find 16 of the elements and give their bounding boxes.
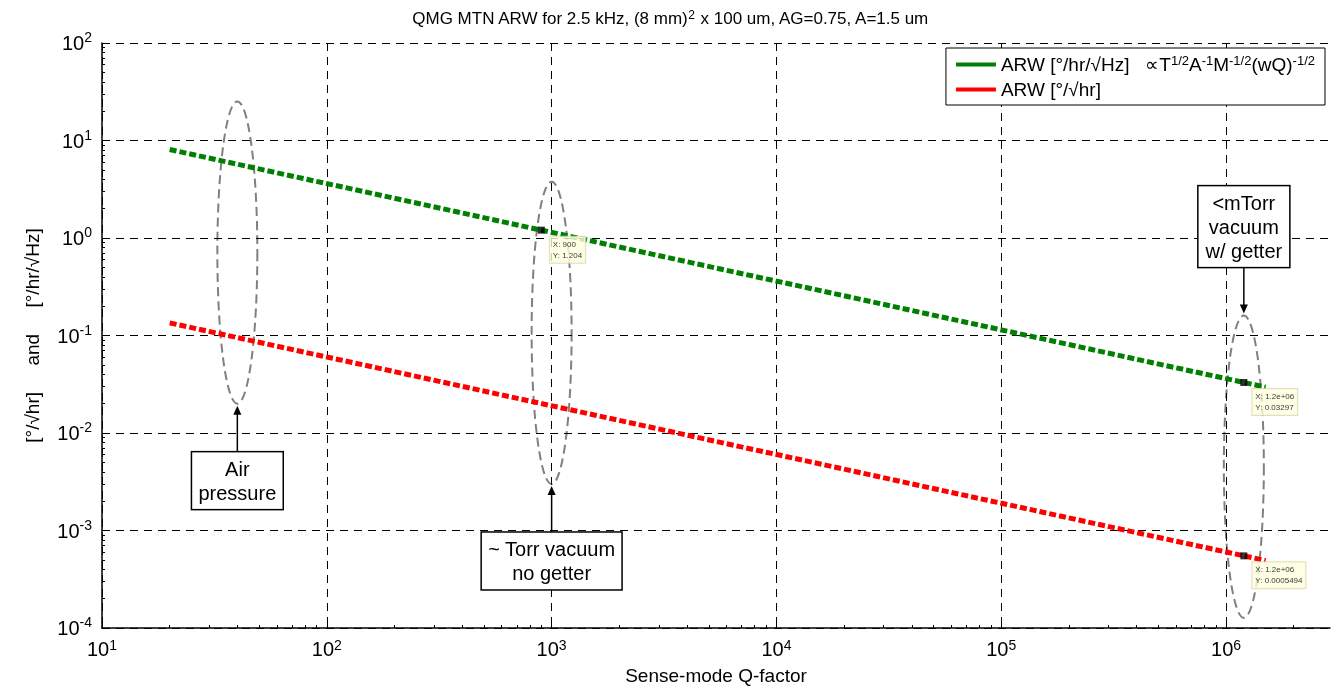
legend-label: ARW [°/√hr]	[1000, 79, 1101, 100]
annotation: ~ Torr vacuum no getter	[488, 537, 616, 584]
data-label: X: 900 Y: 1.204	[552, 239, 583, 260]
y-tick-label: 10$^{-1}$	[57, 321, 93, 347]
y-tick-label: 10$^{-3}$	[57, 516, 93, 542]
annotation: <mTorr vacuum w/ getter	[1204, 191, 1283, 262]
annotation: Air pressure	[198, 457, 277, 504]
x-axis-title: Sense-mode Q-factor	[625, 665, 808, 686]
data-label: X: 1.2e+06 Y: 0.0005494	[1255, 565, 1304, 586]
y-tick-label: 10$^{-4}$	[57, 614, 93, 639]
y-axis-title: [°/√hr] and [°/hr/√Hz]	[22, 228, 43, 443]
data-label: X: 1.2e+06 Y: 0.03297	[1255, 391, 1295, 412]
y-tick-label: 10$^{1}$	[61, 126, 93, 152]
y-tick-label: 10$^{0}$	[61, 224, 93, 249]
y-tick-label: 10$^{-2}$	[57, 419, 93, 444]
y-tick-label: 10$^{2}$	[61, 29, 93, 54]
